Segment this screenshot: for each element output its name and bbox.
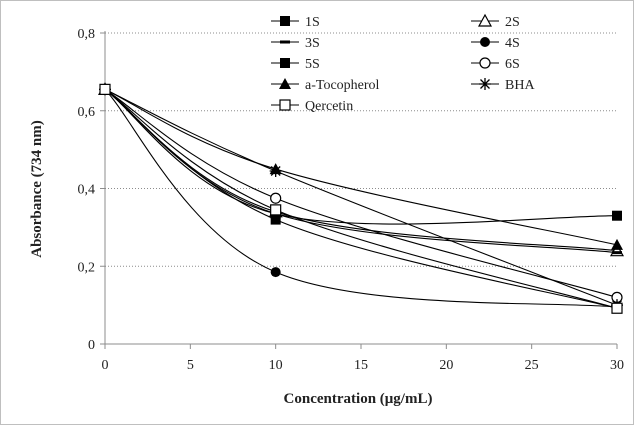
legend-label: BHA xyxy=(505,78,535,93)
legend-marker xyxy=(280,58,290,68)
series-line-a-tocopherol xyxy=(104,88,618,246)
legend: 1S 2S 3S 4S 5S 6S a-Tocopherol BHA Qercetin xyxy=(271,13,535,114)
legend-label: 5S xyxy=(305,57,320,72)
legend-marker xyxy=(279,78,291,89)
y-tick-label: 0,8 xyxy=(78,27,96,42)
data-point-a-tocopherol xyxy=(611,238,623,250)
x-tick-label: 10 xyxy=(269,358,283,373)
series-line-qercetin xyxy=(104,88,618,309)
y-tick-label: 0 xyxy=(88,338,95,353)
x-tick-label: 20 xyxy=(439,358,453,373)
x-tick-label: 25 xyxy=(525,358,539,373)
series-line-6s xyxy=(104,88,618,298)
y-tick-label: 0,4 xyxy=(78,183,96,198)
x-tick-label: 15 xyxy=(354,358,368,373)
legend-label: 4S xyxy=(505,36,520,51)
legend-label: 2S xyxy=(505,15,520,30)
legend-item-2s: 2S xyxy=(471,13,520,30)
series-layer xyxy=(97,82,625,314)
legend-label: Qercetin xyxy=(305,99,353,114)
axes xyxy=(100,31,618,349)
data-point-qercetin xyxy=(99,83,111,95)
y-tick-label: 0,6 xyxy=(78,105,96,120)
series-line-2s xyxy=(104,88,618,252)
data-point-3s xyxy=(612,251,622,255)
legend-marker xyxy=(279,99,291,111)
legend-marker xyxy=(280,40,290,44)
legend-item-4s: 4S xyxy=(471,36,520,51)
legend-item-3s: 3S xyxy=(271,36,320,51)
legend-marker xyxy=(280,16,290,26)
legend-item-a-tocopherol: a-Tocopherol xyxy=(271,78,380,93)
data-point-4s xyxy=(270,267,281,278)
legend-item-1s: 1S xyxy=(271,15,320,30)
legend-item-qercetin: Qercetin xyxy=(271,99,353,114)
legend-item-5s: 5S xyxy=(271,57,320,72)
series-line-bha xyxy=(104,88,618,306)
legend-label: 1S xyxy=(305,15,320,30)
legend-marker xyxy=(479,57,491,69)
series-line-5s xyxy=(104,88,618,225)
data-point-qercetin xyxy=(611,302,623,314)
data-point-bha xyxy=(269,165,282,178)
legend-label: a-Tocopherol xyxy=(305,78,380,93)
series-line-4s xyxy=(104,88,618,308)
legend-item-6s: 6S xyxy=(471,57,520,72)
legend-marker xyxy=(479,78,491,90)
data-point-6s xyxy=(270,192,282,204)
data-point-1s xyxy=(270,214,281,225)
x-tick-label: 30 xyxy=(610,358,624,373)
series-line-3s xyxy=(104,88,618,254)
x-tick-label: 5 xyxy=(187,358,194,373)
x-axis-title: Concentration (μg/mL) xyxy=(284,391,433,407)
legend-label: 6S xyxy=(505,57,520,72)
data-point-5s xyxy=(612,210,622,221)
x-tick-label: 0 xyxy=(102,358,109,373)
y-axis-title: Absorbance (734 nm) xyxy=(29,120,45,258)
legend-item-bha: BHA xyxy=(471,78,535,93)
legend-label: 3S xyxy=(305,36,320,51)
y-tick-label: 0,2 xyxy=(78,260,96,275)
legend-marker xyxy=(477,13,493,27)
tick-labels: 0 0,2 0,4 0,6 0,8 0 5 10 15 20 25 30 xyxy=(78,27,625,373)
grid-lines xyxy=(105,32,617,267)
data-point-qercetin xyxy=(270,204,282,216)
legend-marker xyxy=(480,37,490,47)
